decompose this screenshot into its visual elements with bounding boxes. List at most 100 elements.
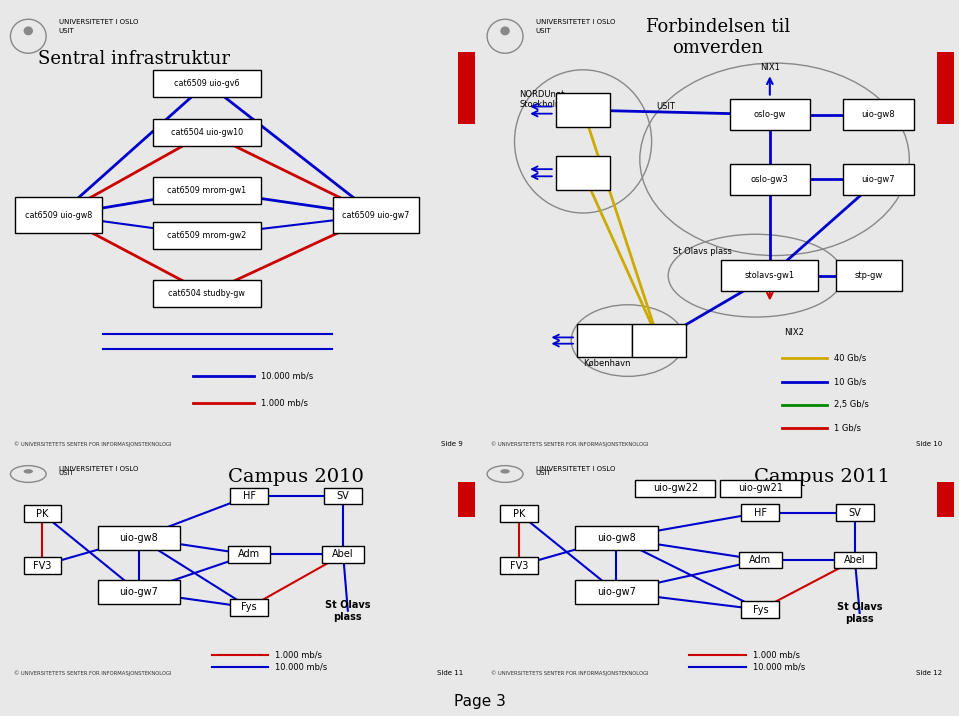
Text: UNIVERSITETET I OSLO: UNIVERSITETET I OSLO [58,19,138,25]
Text: Campus 2010: Campus 2010 [228,468,364,486]
FancyBboxPatch shape [228,546,270,563]
Text: cat6504 uio-gw10: cat6504 uio-gw10 [171,128,243,137]
Text: Side 10: Side 10 [916,440,943,447]
FancyBboxPatch shape [730,164,810,195]
Text: © UNIVERSITETETS SENTER FOR INFORMASJONSTEKNOLOGI: © UNIVERSITETETS SENTER FOR INFORMASJONS… [491,441,648,447]
Text: cat6504 studby-gw: cat6504 studby-gw [169,289,246,298]
Text: USIT: USIT [58,28,75,34]
Text: © UNIVERSITETETS SENTER FOR INFORMASJONSTEKNOLOGI: © UNIVERSITETETS SENTER FOR INFORMASJONS… [491,671,648,676]
FancyBboxPatch shape [574,581,658,604]
FancyBboxPatch shape [556,156,610,190]
Text: 40 Gb/s: 40 Gb/s [833,354,866,363]
Text: Side 9: Side 9 [441,440,463,447]
FancyBboxPatch shape [836,261,902,291]
Text: UNIVERSITETET I OSLO: UNIVERSITETET I OSLO [536,19,615,25]
FancyBboxPatch shape [24,505,61,522]
Text: USIT: USIT [536,470,551,476]
Text: St Olavs plass: St Olavs plass [673,246,732,256]
FancyBboxPatch shape [577,324,632,357]
Text: St Olavs
plass: St Olavs plass [325,600,370,621]
FancyBboxPatch shape [324,488,362,504]
FancyBboxPatch shape [152,178,261,204]
Text: PK: PK [513,508,526,518]
FancyBboxPatch shape [152,70,261,97]
Text: cat6509 uio-gw8: cat6509 uio-gw8 [25,211,92,220]
Text: 1 Gb/s: 1 Gb/s [833,424,860,432]
Text: St Olavs
plass: St Olavs plass [837,602,882,624]
Text: Campus 2011: Campus 2011 [754,468,890,486]
Text: uio-gw7: uio-gw7 [119,587,158,597]
Text: SV: SV [849,508,861,518]
FancyBboxPatch shape [635,480,715,497]
Text: FV3: FV3 [34,561,52,571]
FancyBboxPatch shape [739,552,782,569]
Text: oslo-gw3: oslo-gw3 [751,175,788,184]
Text: USIT: USIT [656,102,675,111]
Text: uio-gw22: uio-gw22 [653,483,698,493]
FancyBboxPatch shape [741,504,780,521]
FancyBboxPatch shape [333,198,419,233]
Text: Sentral infrastruktur: Sentral infrastruktur [37,49,230,68]
Text: uio-gw8: uio-gw8 [596,533,636,543]
Text: uio-gw21: uio-gw21 [737,483,783,493]
FancyBboxPatch shape [730,100,810,130]
Text: Forbindelsen til
omverden: Forbindelsen til omverden [645,19,790,57]
FancyBboxPatch shape [98,581,180,604]
Circle shape [24,26,33,35]
Text: uio-gw7: uio-gw7 [596,587,636,597]
Text: 2,5 Gb/s: 2,5 Gb/s [833,400,869,410]
Text: stolavs-gw1: stolavs-gw1 [745,271,795,280]
Text: Side 12: Side 12 [916,670,943,676]
Circle shape [501,469,510,473]
Text: PK: PK [36,508,49,518]
Text: Fys: Fys [753,604,768,614]
Text: UNIVERSITETET I OSLO: UNIVERSITETET I OSLO [58,465,138,472]
Text: 1.000 mb/s: 1.000 mb/s [275,650,322,659]
Text: Adm: Adm [238,549,260,559]
FancyBboxPatch shape [230,599,268,616]
FancyBboxPatch shape [843,100,914,130]
Text: København: København [583,359,631,367]
Text: uio-gw8: uio-gw8 [119,533,158,543]
FancyBboxPatch shape [152,280,261,307]
FancyBboxPatch shape [230,488,268,504]
FancyBboxPatch shape [152,119,261,146]
Text: USIT: USIT [58,470,75,476]
FancyBboxPatch shape [501,505,538,522]
Text: 10.000 mb/s: 10.000 mb/s [275,662,327,672]
Text: cat6509 uio-gv6: cat6509 uio-gv6 [175,79,240,88]
Bar [937,482,954,517]
FancyBboxPatch shape [322,546,364,563]
Text: Adm: Adm [749,555,771,565]
Text: 10.000 mb/s: 10.000 mb/s [753,662,806,672]
Text: Abel: Abel [844,555,866,565]
FancyBboxPatch shape [556,93,610,127]
Circle shape [501,26,510,35]
FancyBboxPatch shape [98,526,180,550]
Text: HF: HF [754,508,767,518]
Bar [457,52,475,123]
Text: cat6509 mrom-gw2: cat6509 mrom-gw2 [167,231,246,240]
FancyBboxPatch shape [15,198,103,233]
Text: Abel: Abel [333,549,354,559]
Circle shape [24,469,33,473]
FancyBboxPatch shape [574,526,658,550]
Text: cat6509 mrom-gw1: cat6509 mrom-gw1 [167,186,246,195]
FancyBboxPatch shape [152,222,261,249]
Text: USIT: USIT [536,28,551,34]
FancyBboxPatch shape [24,557,61,574]
FancyBboxPatch shape [741,601,780,618]
Text: stp-gw: stp-gw [855,271,883,280]
Text: HF: HF [243,491,256,501]
Text: 1.000 mb/s: 1.000 mb/s [753,650,800,659]
Text: 10 Gb/s: 10 Gb/s [833,377,866,386]
FancyBboxPatch shape [632,324,686,357]
FancyBboxPatch shape [833,552,877,569]
Text: FV3: FV3 [510,561,528,571]
Text: © UNIVERSITETETS SENTER FOR INFORMASJONSTEKNOLOGI: © UNIVERSITETETS SENTER FOR INFORMASJONS… [14,671,172,676]
Text: cat6509 uio-gw7: cat6509 uio-gw7 [342,211,409,220]
FancyBboxPatch shape [843,164,914,195]
Text: Page 3: Page 3 [454,694,505,709]
Text: uio-gw8: uio-gw8 [862,110,896,119]
Text: uio-gw7: uio-gw7 [862,175,896,184]
